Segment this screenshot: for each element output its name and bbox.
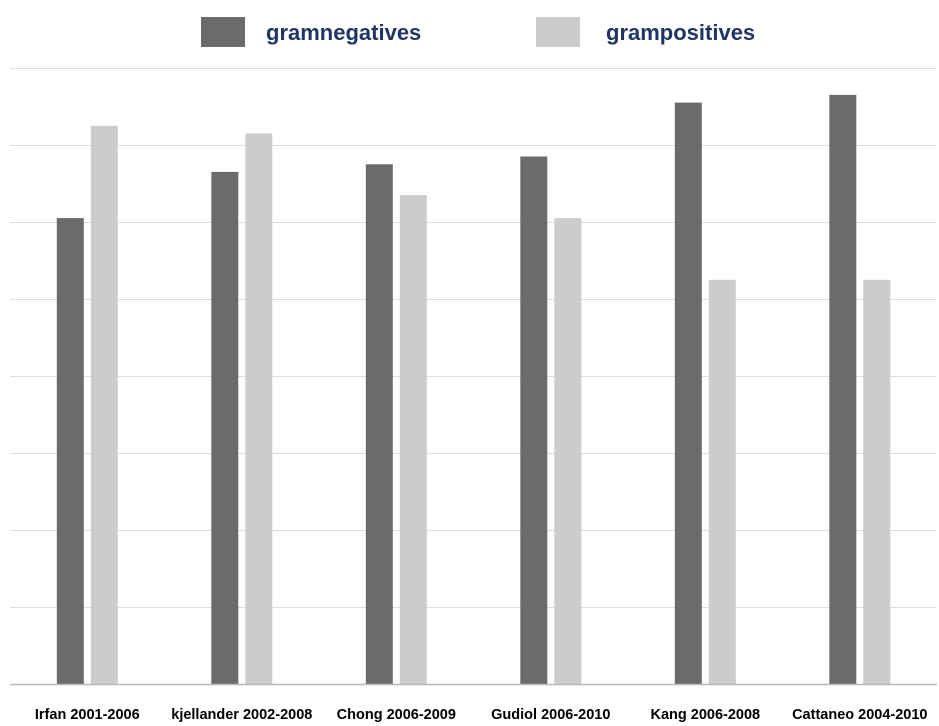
bar-grampositives-2: [399, 195, 427, 684]
legend-label-grampositives: grampositives: [606, 20, 755, 45]
bar-grampositives-0: [90, 125, 118, 685]
bar-gramnegatives-1: [211, 171, 239, 684]
legend-swatch-gramnegatives: [201, 17, 245, 47]
bars: [56, 94, 891, 685]
bar-grampositives-4: [708, 279, 736, 685]
legend-swatch-grampositives: [536, 17, 580, 47]
x-tick-labels: Irfan 2001-2006 kjellander 2002-2008 Chong…: [35, 707, 928, 723]
bar-gramnegatives-0: [56, 218, 84, 684]
x-tick-label: Cattaneo 2004-2010: [792, 707, 927, 723]
x-tick-label: Gudiol 2006-2010: [491, 707, 610, 723]
x-tick-label: Kang 2006-2008: [650, 707, 760, 723]
bar-gramnegatives-3: [520, 156, 548, 684]
bar-grampositives-1: [245, 133, 273, 684]
x-tick-label: kjellander 2002-2008: [171, 707, 312, 723]
legend-label-gramnegatives: gramnegatives: [266, 20, 421, 45]
x-tick-label: Irfan 2001-2006: [35, 707, 140, 723]
bar-gramnegatives-2: [365, 164, 393, 685]
gridlines: [10, 68, 937, 608]
legend: gramnegatives grampositives: [201, 17, 755, 47]
bar-grampositives-5: [863, 279, 891, 685]
bar-gramnegatives-4: [674, 102, 702, 685]
bar-gramnegatives-5: [829, 94, 857, 684]
bar-grampositives-3: [554, 218, 582, 684]
x-tick-label: Chong 2006-2009: [337, 707, 456, 723]
